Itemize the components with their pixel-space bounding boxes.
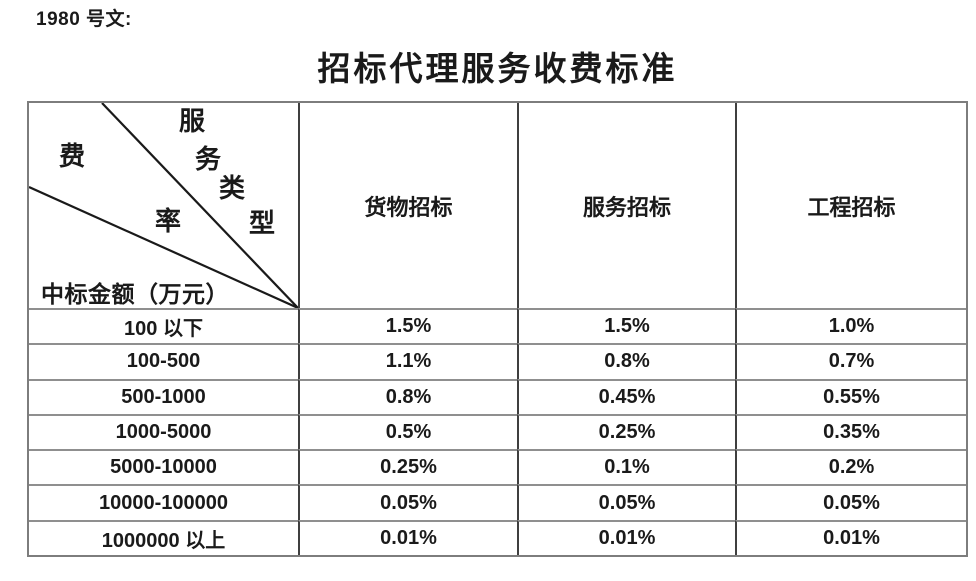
row-2-label: 500-1000 bbox=[29, 378, 298, 414]
row-3-label: 1000-5000 bbox=[29, 413, 298, 449]
row-0-label: 100 以下 bbox=[29, 308, 298, 343]
row-1-label: 100-500 bbox=[29, 343, 298, 378]
row-5-service: 0.05% bbox=[517, 484, 735, 520]
row-5-goods: 0.05% bbox=[298, 484, 517, 520]
row-3-goods: 0.5% bbox=[298, 413, 517, 450]
row-6-service: 0.01% bbox=[517, 519, 735, 555]
diagonal-divider-lines bbox=[29, 103, 298, 308]
row-5-label: 10000-100000 bbox=[29, 484, 298, 519]
row-1-goods: 1.1% bbox=[298, 343, 517, 379]
row-5-works: 0.05% bbox=[735, 484, 966, 520]
row-4-goods: 0.25% bbox=[298, 449, 517, 485]
corner-char-lv: 率 bbox=[155, 207, 182, 236]
corner-cell: 服 务 类 型 费 率 中标金额（万元） bbox=[29, 103, 298, 308]
corner-char-fei: 费 bbox=[59, 142, 86, 171]
row-4-label: 5000-10000 bbox=[29, 449, 298, 484]
doc-number: 1980 号文: bbox=[36, 9, 132, 30]
corner-char-fu: 服 bbox=[179, 107, 206, 136]
row-6-label: 1000000 以上 bbox=[29, 519, 298, 555]
row-0-service: 1.5% bbox=[517, 308, 735, 344]
row-6-works: 0.01% bbox=[735, 519, 966, 555]
column-header-works-bidding: 工程招标 bbox=[735, 103, 966, 308]
corner-bottom-label: 中标金额（万元） bbox=[41, 282, 229, 307]
row-6-goods: 0.01% bbox=[298, 519, 517, 555]
row-2-works: 0.55% bbox=[735, 378, 966, 414]
row-3-service: 0.25% bbox=[517, 413, 735, 450]
row-2-service: 0.45% bbox=[517, 378, 735, 414]
row-0-works: 1.0% bbox=[735, 308, 966, 344]
page-title: 招标代理服务收费标准 bbox=[317, 52, 678, 88]
row-4-works: 0.2% bbox=[735, 449, 966, 485]
row-1-works: 0.7% bbox=[735, 343, 966, 379]
corner-char-lei: 类 bbox=[219, 174, 246, 203]
fee-table: 服 务 类 型 费 率 中标金额（万元） 货物招标 服务招标 工程招标 100 … bbox=[27, 101, 968, 557]
column-header-goods-bidding: 货物招标 bbox=[298, 103, 517, 308]
row-0-goods: 1.5% bbox=[298, 308, 517, 344]
row-2-goods: 0.8% bbox=[298, 378, 517, 414]
row-3-works: 0.35% bbox=[735, 413, 966, 450]
row-1-service: 0.8% bbox=[517, 343, 735, 379]
column-header-service-bidding: 服务招标 bbox=[517, 103, 735, 308]
row-4-service: 0.1% bbox=[517, 449, 735, 485]
corner-char-wu: 务 bbox=[195, 145, 222, 174]
corner-char-xing: 型 bbox=[249, 209, 276, 238]
